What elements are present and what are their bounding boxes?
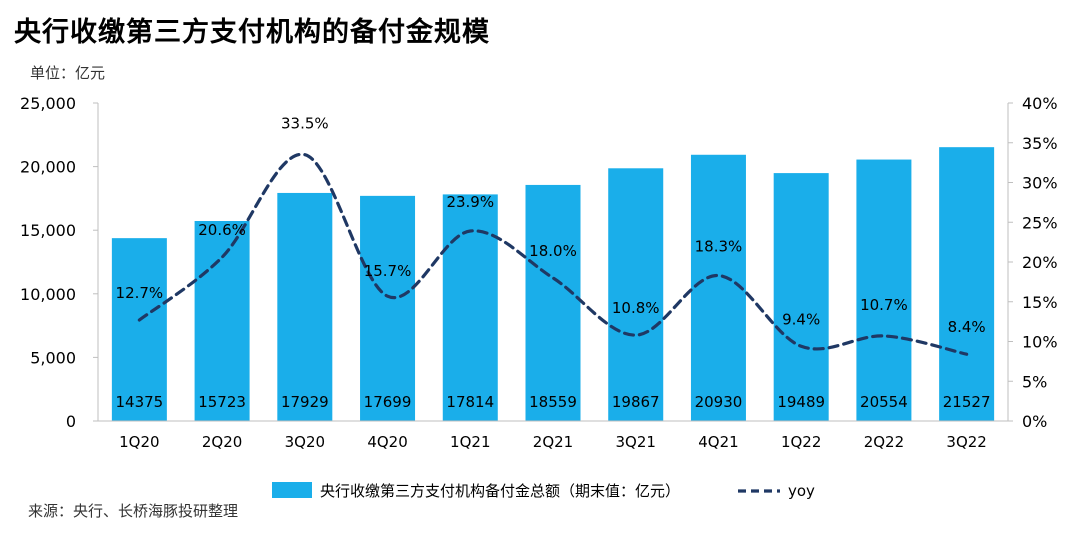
bar-3Q20 [277, 192, 333, 421]
bar-value-label-4Q21: 20930 [695, 393, 743, 411]
yoy-label-2Q21: 18.0% [529, 242, 577, 260]
yoy-label-2Q22: 10.7% [860, 296, 908, 314]
right-tick-label: 30% [1022, 174, 1058, 193]
x-tick-label-4Q21: 4Q21 [698, 433, 738, 451]
axes-layer: 0 5,000 10,000 15,000 20,000 25,000 0% 5% 10% 15%… [20, 94, 1058, 451]
left-tick-label: 10,000 [20, 285, 76, 304]
x-tick-label-1Q21: 1Q21 [450, 433, 490, 451]
yoy-label-1Q21: 23.9% [446, 193, 494, 211]
yoy-label-4Q20: 15.7% [364, 262, 412, 280]
bar-2Q20 [194, 221, 250, 421]
bar-3Q22 [939, 147, 995, 421]
bar-value-label-3Q22: 21527 [943, 393, 991, 411]
bar-4Q21 [690, 154, 746, 422]
bar-value-label-2Q22: 20554 [860, 393, 908, 411]
bar-3Q21 [608, 168, 664, 421]
left-tick-label: 15,000 [20, 221, 76, 240]
bar-value-label-1Q21: 17814 [446, 393, 494, 411]
bar-1Q21 [442, 194, 498, 421]
x-tick-label-2Q21: 2Q21 [533, 433, 573, 451]
yoy-line [137, 153, 969, 356]
yoy-label-2Q20: 20.6% [198, 221, 246, 239]
right-tick-label: 40% [1022, 94, 1058, 113]
yoy-label-1Q20: 12.7% [116, 284, 164, 302]
left-tick-label: 20,000 [20, 158, 76, 177]
legend-bar-label: 央行收缴第三方支付机构备付金总额（期末值：亿元） [320, 482, 680, 500]
legend-line-label: yoy [788, 482, 815, 500]
right-tick-label: 20% [1022, 253, 1058, 272]
yoy-label-3Q22: 8.4% [948, 318, 986, 336]
x-tick-label-3Q21: 3Q21 [616, 433, 656, 451]
bar-value-label-1Q20: 14375 [116, 393, 164, 411]
right-tick-label: 15% [1022, 293, 1058, 312]
x-tick-label-2Q22: 2Q22 [864, 433, 904, 451]
bar-1Q22 [773, 173, 829, 421]
yoy-line-layer [137, 153, 969, 356]
x-tick-label-1Q22: 1Q22 [781, 433, 821, 451]
bar-value-label-2Q20: 15723 [198, 393, 246, 411]
unit-label: 单位：亿元 [30, 64, 106, 82]
right-tick-label: 10% [1022, 333, 1058, 352]
legend-bar-swatch [272, 482, 312, 498]
bar-value-label-4Q20: 17699 [364, 393, 412, 411]
x-tick-label-3Q22: 3Q22 [946, 433, 986, 451]
left-tick-label: 0 [66, 412, 76, 431]
right-tick-label: 25% [1022, 213, 1058, 232]
bar-value-label-1Q22: 19489 [777, 393, 825, 411]
left-tick-label: 5,000 [30, 348, 76, 367]
yoy-label-1Q22: 9.4% [782, 310, 820, 328]
right-tick-label: 35% [1022, 134, 1058, 153]
x-tick-label-2Q20: 2Q20 [202, 433, 242, 451]
right-tick-label: 0% [1022, 412, 1047, 431]
legend: 央行收缴第三方支付机构备付金总额（期末值：亿元） yoy [272, 482, 815, 500]
bar-value-label-3Q20: 17929 [281, 393, 329, 411]
right-tick-label: 5% [1022, 372, 1047, 391]
chart-title: 央行收缴第三方支付机构的备付金规模 [14, 17, 490, 48]
x-tick-label-3Q20: 3Q20 [285, 433, 325, 451]
x-tick-label-4Q20: 4Q20 [367, 433, 407, 451]
bar-4Q20 [360, 195, 416, 421]
x-tick-label-1Q20: 1Q20 [119, 433, 159, 451]
source-note: 来源：央行、长桥海豚投研整理 [28, 502, 239, 520]
bar-2Q21 [525, 184, 581, 421]
labels-layer: 14375 15723 17929 17699 17814 18559 19867 20930… [116, 115, 991, 411]
yoy-label-4Q21: 18.3% [695, 238, 743, 256]
left-tick-label: 25,000 [20, 94, 76, 113]
bars-layer [111, 147, 995, 422]
bar-1Q20 [111, 238, 167, 421]
bar-value-label-3Q21: 19867 [612, 393, 660, 411]
yoy-label-3Q21: 10.8% [612, 299, 660, 317]
bar-value-label-2Q21: 18559 [529, 393, 577, 411]
bar-2Q22 [856, 159, 912, 422]
yoy-label-3Q20: 33.5% [281, 115, 329, 133]
